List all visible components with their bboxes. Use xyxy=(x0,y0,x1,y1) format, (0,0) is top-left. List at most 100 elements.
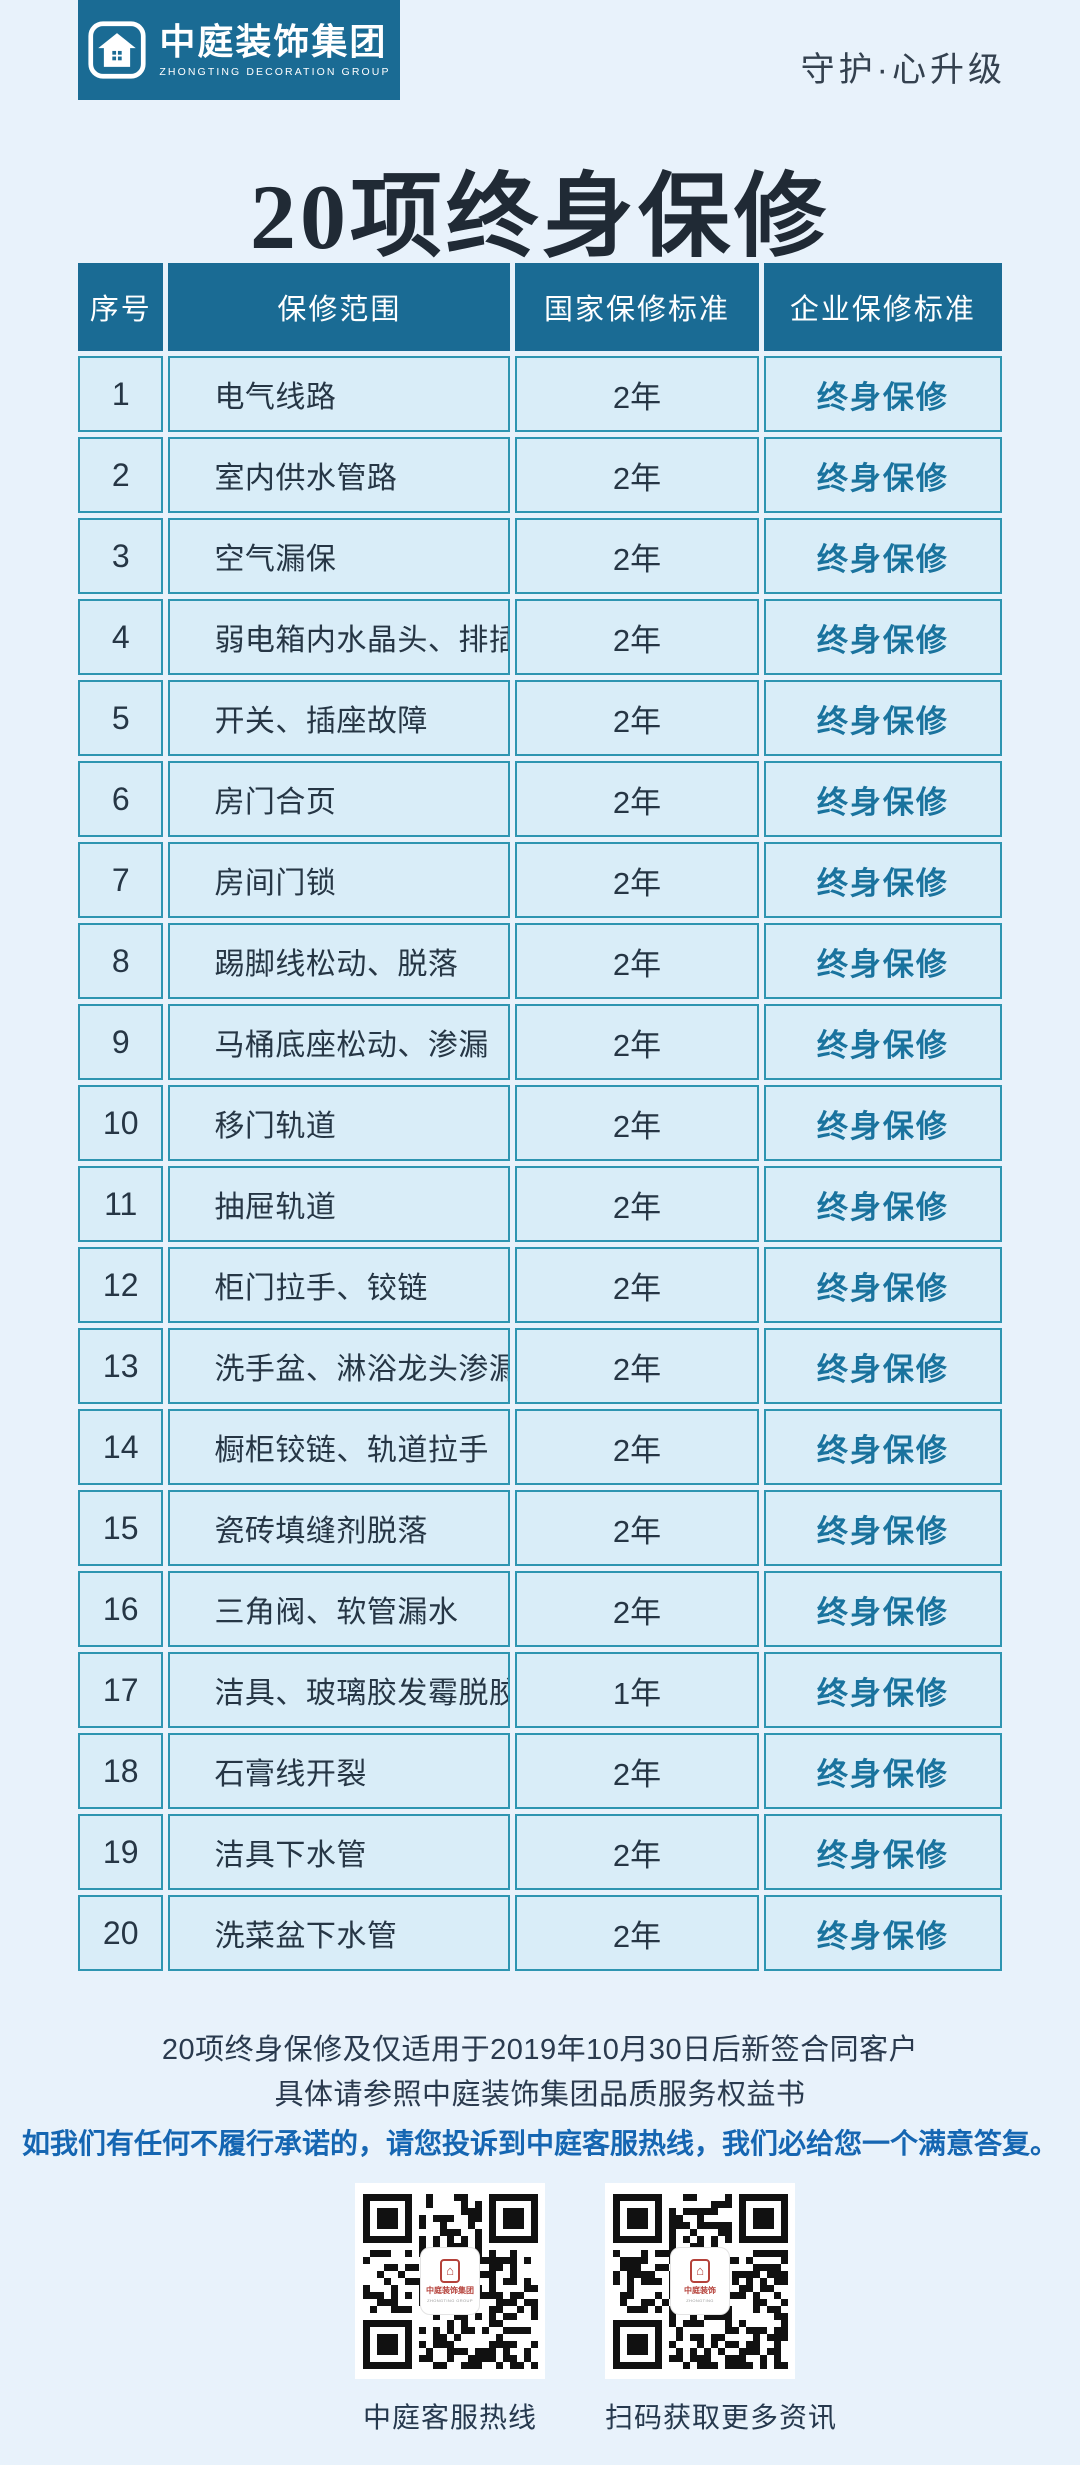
company-logo: 中庭装饰集团 ZHONGTING DECORATION GROUP xyxy=(78,0,400,100)
cell-company-standard: 终身保修 xyxy=(763,1247,1002,1323)
cell-national-standard: 2年 xyxy=(515,1166,759,1242)
cell-index: 16 xyxy=(78,1571,164,1647)
cell-company-standard: 终身保修 xyxy=(763,437,1002,513)
cell-scope: 房间门锁 xyxy=(168,842,511,918)
cell-scope: 洗手盆、淋浴龙头渗漏 xyxy=(168,1328,511,1404)
cell-scope: 瓷砖填缝剂脱落 xyxy=(168,1490,511,1566)
cell-company-standard: 终身保修 xyxy=(763,842,1002,918)
cell-index: 5 xyxy=(78,680,164,756)
qr-card-more-info: ⌂ 中庭装饰 ZHONGTING xyxy=(605,2183,795,2379)
logo-name-en: ZHONGTING DECORATION GROUP xyxy=(159,65,391,78)
slogan-text: 守护·心升级 xyxy=(800,51,1006,89)
cell-company-standard: 终身保修 xyxy=(763,1652,1002,1728)
cell-national-standard: 2年 xyxy=(515,1490,759,1566)
footnote-text: 20项终身保修及仅适用于2019年10月30日后新签合同客户 具体请参照中庭装饰… xyxy=(0,2028,1080,2118)
cell-national-standard: 2年 xyxy=(515,680,759,756)
cell-index: 12 xyxy=(78,1247,164,1323)
cell-scope: 空气漏保 xyxy=(168,518,511,594)
cell-national-standard: 1年 xyxy=(515,1652,759,1728)
cell-company-standard: 终身保修 xyxy=(763,1571,1002,1647)
cell-company-standard: 终身保修 xyxy=(763,518,1002,594)
cell-index: 13 xyxy=(78,1328,164,1404)
table-row: 7 房间门锁 2年 终身保修 xyxy=(78,842,1002,918)
qr-code-customer-service-icon xyxy=(362,2193,538,2369)
cell-scope: 橱柜铰链、轨道拉手 xyxy=(168,1409,511,1485)
cell-company-standard: 终身保修 xyxy=(763,680,1002,756)
cell-company-standard: 终身保修 xyxy=(763,1085,1002,1161)
cell-company-standard: 终身保修 xyxy=(763,761,1002,837)
table-row: 5 开关、插座故障 2年 终身保修 xyxy=(78,680,1002,756)
cell-company-standard: 终身保修 xyxy=(763,1895,1002,1971)
table-row: 17 洁具、玻璃胶发霉脱胶 1年 终身保修 xyxy=(78,1652,1002,1728)
cell-national-standard: 2年 xyxy=(515,1247,759,1323)
table-row: 12 柜门拉手、铰链 2年 终身保修 xyxy=(78,1247,1002,1323)
table-row: 14 橱柜铰链、轨道拉手 2年 终身保修 xyxy=(78,1409,1002,1485)
cell-index: 8 xyxy=(78,923,164,999)
cell-scope: 室内供水管路 xyxy=(168,437,511,513)
qr-center-logo-chip: ⌂ 中庭装饰集团 ZHONGTING GROUP xyxy=(420,2247,480,2315)
cell-company-standard: 终身保修 xyxy=(763,923,1002,999)
mini-house-emblem-icon: ⌂ xyxy=(690,2259,710,2283)
cell-scope: 马桶底座松动、渗漏 xyxy=(168,1004,511,1080)
cell-national-standard: 2年 xyxy=(515,1328,759,1404)
table-row: 18 石膏线开裂 2年 终身保修 xyxy=(78,1733,1002,1809)
house-logo-icon xyxy=(88,21,146,79)
table-row: 1 电气线路 2年 终身保修 xyxy=(78,356,1002,432)
cell-company-standard: 终身保修 xyxy=(763,1004,1002,1080)
cell-national-standard: 2年 xyxy=(515,1814,759,1890)
table-row: 10 移门轨道 2年 终身保修 xyxy=(78,1085,1002,1161)
cell-scope: 电气线路 xyxy=(168,356,511,432)
cell-national-standard: 2年 xyxy=(515,437,759,513)
cell-national-standard: 2年 xyxy=(515,1409,759,1485)
cell-index: 11 xyxy=(78,1166,164,1242)
service-promise-text: 如我们有任何不履行承诺的，请您投诉到中庭客服热线，我们必给您一个满意答复。 xyxy=(21,2128,1058,2159)
cell-index: 18 xyxy=(78,1733,164,1809)
cell-national-standard: 2年 xyxy=(515,1085,759,1161)
table-row: 16 三角阀、软管漏水 2年 终身保修 xyxy=(78,1571,1002,1647)
table-row: 15 瓷砖填缝剂脱落 2年 终身保修 xyxy=(78,1490,1002,1566)
cell-index: 20 xyxy=(78,1895,164,1971)
cell-scope: 三角阀、软管漏水 xyxy=(168,1571,511,1647)
cell-scope: 抽屉轨道 xyxy=(168,1166,511,1242)
footnote-line-1: 20项终身保修及仅适用于2019年10月30日后新签合同客户 xyxy=(161,2034,919,2066)
table-row: 11 抽屉轨道 2年 终身保修 xyxy=(78,1166,1002,1242)
cell-scope: 柜门拉手、铰链 xyxy=(168,1247,511,1323)
cell-index: 15 xyxy=(78,1490,164,1566)
cell-scope: 开关、插座故障 xyxy=(168,680,511,756)
cell-national-standard: 2年 xyxy=(515,356,759,432)
cell-scope: 房门合页 xyxy=(168,761,511,837)
table-row: 4 弱电箱内水晶头、排插 2年 终身保修 xyxy=(78,599,1002,675)
cell-scope: 移门轨道 xyxy=(168,1085,511,1161)
qr-label-more-info: 扫码获取更多资讯 xyxy=(605,2402,838,2433)
cell-national-standard: 2年 xyxy=(515,518,759,594)
table-row: 6 房门合页 2年 终身保修 xyxy=(78,761,1002,837)
cell-scope: 石膏线开裂 xyxy=(168,1733,511,1809)
table-row: 8 踢脚线松动、脱落 2年 终身保修 xyxy=(78,923,1002,999)
qr-center-logo-chip: ⌂ 中庭装饰 ZHONGTING xyxy=(670,2247,730,2315)
cell-company-standard: 终身保修 xyxy=(763,1814,1002,1890)
cell-company-standard: 终身保修 xyxy=(763,1733,1002,1809)
col-header-index: 序号 xyxy=(78,263,164,351)
page-title: 20项终身保修 xyxy=(249,166,830,268)
cell-national-standard: 2年 xyxy=(515,1004,759,1080)
cell-index: 9 xyxy=(78,1004,164,1080)
cell-company-standard: 终身保修 xyxy=(763,356,1002,432)
table-row: 2 室内供水管路 2年 终身保修 xyxy=(78,437,1002,513)
cell-company-standard: 终身保修 xyxy=(763,1490,1002,1566)
table-row: 9 马桶底座松动、渗漏 2年 终身保修 xyxy=(78,1004,1002,1080)
cell-national-standard: 2年 xyxy=(515,599,759,675)
cell-index: 6 xyxy=(78,761,164,837)
cell-index: 19 xyxy=(78,1814,164,1890)
warranty-table-body: 1 电气线路 2年 终身保修 2 室内供水管路 2年 终身保修 3 空气漏保 2年 终身保修 4 弱电箱内… xyxy=(78,356,1002,1971)
qr-label-customer-service: 中庭客服热线 xyxy=(362,2402,537,2433)
cell-national-standard: 2年 xyxy=(515,1733,759,1809)
logo-name-cn: 中庭装饰集团 xyxy=(159,21,388,63)
table-row: 19 洁具下水管 2年 终身保修 xyxy=(78,1814,1002,1890)
cell-index: 14 xyxy=(78,1409,164,1485)
cell-index: 1 xyxy=(78,356,164,432)
cell-national-standard: 2年 xyxy=(515,1571,759,1647)
table-header-row: 序号 保修范围 国家保修标准 企业保修标准 xyxy=(78,263,1002,351)
cell-company-standard: 终身保修 xyxy=(763,1328,1002,1404)
cell-index: 10 xyxy=(78,1085,164,1161)
table-row: 13 洗手盆、淋浴龙头渗漏 2年 终身保修 xyxy=(78,1328,1002,1404)
